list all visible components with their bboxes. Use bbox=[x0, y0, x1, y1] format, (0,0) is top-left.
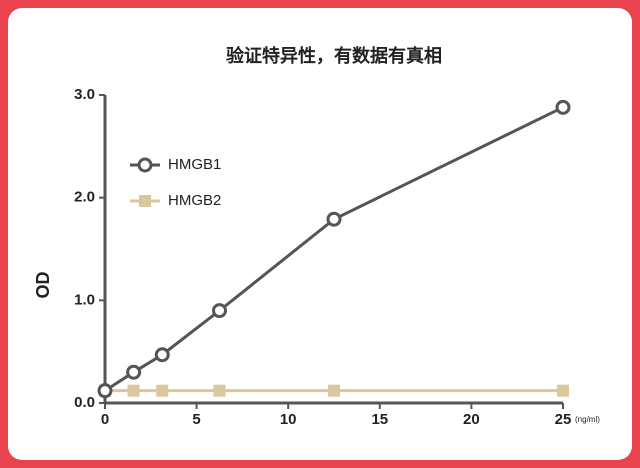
point bbox=[213, 384, 226, 397]
y-tick-label: 1.0 bbox=[74, 291, 95, 308]
x-tick-label: 10 bbox=[280, 411, 297, 428]
x-tick-label: 5 bbox=[192, 411, 200, 428]
point bbox=[557, 384, 569, 397]
point bbox=[212, 303, 227, 319]
x-tick-label: 25 bbox=[555, 411, 572, 428]
legend-marker bbox=[137, 157, 153, 173]
point bbox=[555, 99, 571, 115]
y-tick-label: 3.0 bbox=[74, 86, 95, 103]
point bbox=[326, 211, 342, 227]
x-tick-label: 15 bbox=[371, 411, 388, 428]
point bbox=[154, 347, 170, 363]
x-tick-label: 20 bbox=[463, 411, 480, 428]
y-tick-label: 2.0 bbox=[74, 189, 95, 206]
point bbox=[127, 384, 140, 397]
legend-label: HMGB1 bbox=[168, 156, 221, 173]
legend-label: HMGB2 bbox=[168, 192, 221, 209]
y-tick-label: 0.0 bbox=[74, 394, 95, 411]
x-tick-label: 0 bbox=[101, 411, 109, 428]
point bbox=[156, 384, 169, 397]
y-axis-label: OD bbox=[33, 271, 53, 298]
point bbox=[97, 383, 113, 399]
legend-marker bbox=[139, 195, 151, 207]
point bbox=[126, 364, 142, 380]
chart-title: 验证特异性，有数据有真相 bbox=[226, 45, 442, 67]
x-unit: (ng/ml) bbox=[575, 415, 600, 424]
point bbox=[328, 384, 340, 397]
panel bbox=[8, 8, 632, 460]
